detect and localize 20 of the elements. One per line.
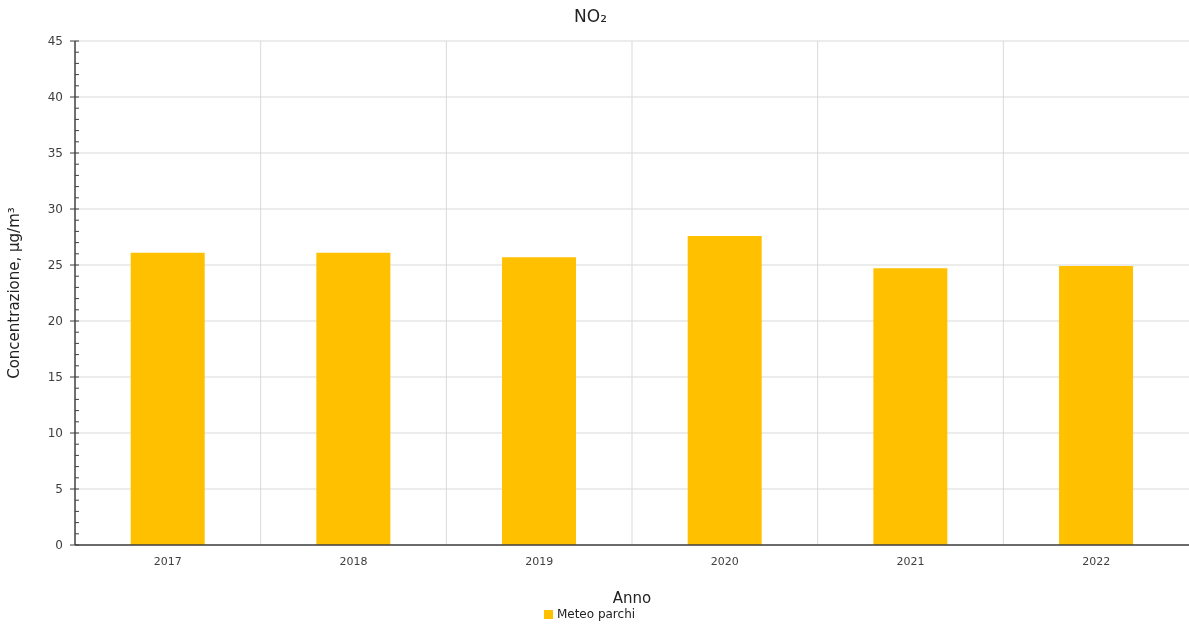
y-tick-label: 25: [47, 258, 63, 273]
y-tick-label: 5: [55, 482, 63, 497]
y-axis-title: Concentrazione, μg/m³: [5, 207, 24, 379]
x-tick-label: 2022: [1082, 554, 1111, 568]
y-tick-label: 45: [47, 34, 63, 49]
legend-label: Meteo parchi: [556, 607, 636, 621]
x-tick-label: 2018: [339, 554, 368, 568]
y-tick-label: 0: [55, 538, 63, 553]
y-tick-label: 30: [47, 202, 63, 217]
y-tick-label: 40: [47, 90, 63, 105]
x-tick-label: 2019: [525, 554, 554, 568]
x-tick-label: 2017: [153, 554, 182, 568]
y-tick-label: 20: [47, 314, 63, 329]
x-tick-label: 2021: [896, 554, 925, 568]
y-tick-label: 15: [47, 370, 63, 385]
x-axis-title: Anno: [612, 589, 652, 607]
x-tick-label: 2020: [710, 554, 739, 568]
y-tick-label: 35: [47, 146, 63, 161]
y-tick-label: 10: [47, 426, 63, 441]
chart-title: NO₂: [573, 6, 608, 26]
